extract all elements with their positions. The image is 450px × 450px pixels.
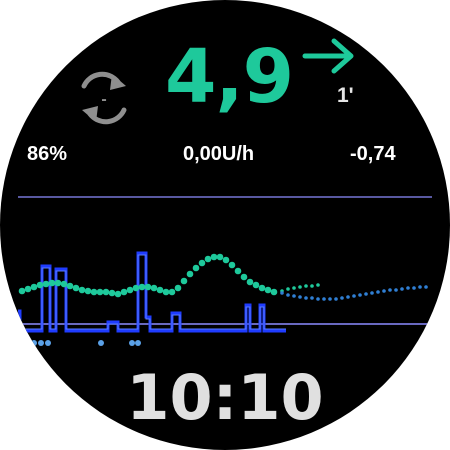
glucose-delta: -0,74 — [350, 143, 396, 165]
prediction-points-cob — [280, 283, 320, 293]
loop-sync-icon[interactable]: - — [81, 71, 127, 125]
basal-rate: 0,00U/h — [183, 143, 255, 165]
prediction-points-iob — [280, 285, 428, 301]
glucose-points — [18, 253, 278, 298]
basal-line-highlight — [20, 254, 286, 330]
battery-level: 86% — [27, 143, 68, 165]
minutes-ago: 1' — [337, 84, 354, 107]
clock-time: 10:10 — [126, 361, 324, 434]
loop-status-symbol: - — [101, 91, 106, 108]
arrow-right-icon — [302, 38, 354, 74]
glucose-value: 4,9 — [165, 34, 294, 120]
bolus-marks — [31, 340, 141, 346]
